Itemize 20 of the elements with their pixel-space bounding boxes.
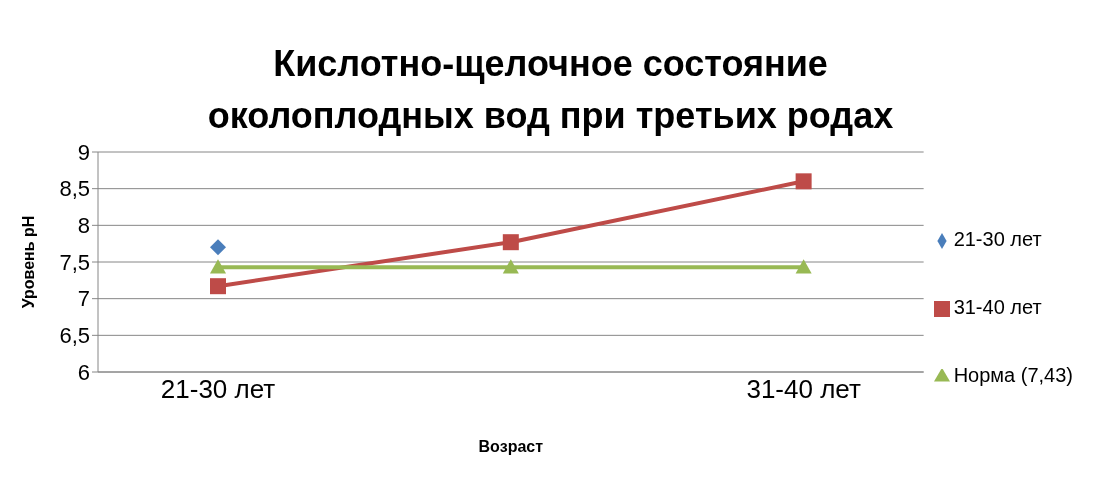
y-tick-label: 6,5 [59, 323, 90, 349]
chart-title: Кислотно-щелочное состояние околоплодных вод при третьих родах [206, 42, 895, 138]
legend-label: Норма (7,43) [953, 364, 1073, 386]
y-tick-label: 7,5 [59, 249, 90, 275]
x-axis-title: Возраст [478, 438, 544, 455]
legend-label: 21-30 лет [953, 228, 1042, 250]
point [210, 259, 226, 274]
y-tick-label: 7 [77, 286, 90, 312]
legend-label: 31-40 лет [953, 296, 1042, 318]
point [795, 173, 812, 190]
y-axis-title: Уровень pH [19, 215, 37, 309]
point [210, 278, 226, 295]
point [795, 259, 812, 274]
point [210, 239, 226, 256]
y-tick-label: 8 [77, 213, 90, 239]
y-tick-label: 6 [77, 359, 90, 385]
y-tick-label: 9 [77, 139, 90, 165]
point [502, 259, 519, 274]
y-tick-label: 8,5 [59, 176, 90, 202]
point [502, 234, 519, 251]
